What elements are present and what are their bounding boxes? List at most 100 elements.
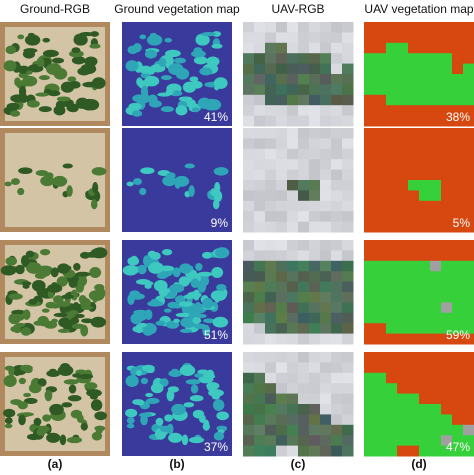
class-pixel bbox=[397, 445, 409, 457]
leaf bbox=[74, 313, 85, 319]
class-pixel bbox=[386, 84, 398, 96]
class-pixel bbox=[452, 53, 464, 65]
class-pixel bbox=[452, 271, 464, 283]
uav-pixel bbox=[254, 84, 266, 96]
class-pixel bbox=[463, 159, 474, 171]
class-pixel bbox=[397, 169, 409, 181]
class-pixel bbox=[386, 414, 398, 426]
leaf bbox=[28, 298, 38, 305]
class-pixel bbox=[441, 333, 453, 345]
class-pixel bbox=[419, 42, 431, 54]
class-pixel bbox=[441, 435, 453, 447]
uav-pixel bbox=[287, 42, 299, 54]
uav-pixel bbox=[331, 32, 343, 44]
leaf bbox=[8, 293, 23, 300]
uav-pixel bbox=[254, 362, 266, 374]
class-pixel bbox=[452, 372, 464, 384]
class-pixel bbox=[441, 115, 453, 127]
ground-cover-label: 41% bbox=[203, 110, 228, 124]
uav-pixel bbox=[342, 372, 354, 384]
uav-pixel bbox=[342, 404, 354, 415]
uav-pixel bbox=[342, 200, 354, 212]
uav-pixel bbox=[265, 84, 277, 96]
leaf bbox=[68, 384, 77, 394]
leaf bbox=[4, 417, 13, 425]
uav-pixel bbox=[254, 260, 266, 272]
leaf-mask bbox=[133, 309, 148, 315]
uav-pixel bbox=[276, 169, 288, 181]
uav-pixel bbox=[243, 281, 255, 293]
leaf-mask bbox=[179, 364, 196, 376]
class-pixel bbox=[441, 148, 453, 160]
leaf-mask bbox=[193, 47, 203, 54]
class-pixel bbox=[463, 333, 474, 345]
class-pixel bbox=[430, 169, 442, 181]
class-pixel bbox=[386, 74, 398, 85]
class-pixel bbox=[419, 302, 431, 314]
leaf-mask bbox=[160, 425, 172, 433]
class-pixel bbox=[386, 211, 398, 223]
uav-pixel bbox=[320, 138, 332, 150]
leaf-mask bbox=[149, 100, 162, 108]
leaf-mask bbox=[160, 106, 174, 113]
uav-pixel bbox=[298, 115, 310, 127]
leaf-mask bbox=[153, 279, 168, 292]
uav-pixel bbox=[243, 445, 255, 457]
uav-pixel bbox=[243, 128, 255, 139]
class-pixel bbox=[375, 250, 387, 262]
uav-cover-label: 59% bbox=[445, 328, 470, 342]
class-pixel bbox=[452, 115, 464, 127]
uav-pixel bbox=[265, 42, 277, 54]
uav-pixel bbox=[331, 138, 343, 150]
leaf bbox=[53, 312, 70, 318]
class-pixel bbox=[419, 404, 431, 415]
leaf-mask bbox=[206, 56, 220, 67]
leaf-mask bbox=[181, 434, 189, 446]
leaf-mask bbox=[135, 369, 142, 377]
class-pixel bbox=[375, 221, 387, 233]
class-pixel bbox=[430, 323, 442, 335]
uav-pixel bbox=[254, 250, 266, 262]
class-pixel bbox=[452, 404, 464, 415]
class-pixel bbox=[441, 32, 453, 44]
class-pixel bbox=[419, 32, 431, 44]
class-pixel bbox=[397, 63, 409, 75]
uav-pixel bbox=[254, 53, 266, 65]
uav-pixel bbox=[265, 32, 277, 44]
uav-pixel bbox=[309, 211, 321, 223]
class-pixel bbox=[441, 414, 453, 426]
class-pixel bbox=[419, 372, 431, 384]
class-pixel bbox=[408, 84, 420, 96]
uav-pixel bbox=[287, 105, 299, 117]
leaf-mask bbox=[195, 301, 202, 309]
leaf-mask bbox=[211, 394, 221, 400]
leaf bbox=[75, 271, 91, 277]
class-pixel bbox=[452, 302, 464, 314]
uav-pixel bbox=[243, 32, 255, 44]
uav-pixel bbox=[342, 22, 354, 33]
class-pixel bbox=[386, 292, 398, 303]
class-pixel bbox=[441, 190, 453, 202]
class-pixel bbox=[364, 281, 376, 293]
leaf bbox=[33, 417, 42, 426]
class-pixel bbox=[430, 404, 442, 415]
class-pixel bbox=[408, 148, 420, 160]
class-pixel bbox=[397, 138, 409, 150]
uav-pixel bbox=[276, 190, 288, 202]
class-pixel bbox=[441, 404, 453, 415]
class-pixel bbox=[375, 383, 387, 395]
class-pixel bbox=[452, 260, 464, 272]
class-pixel bbox=[408, 362, 420, 374]
class-pixel bbox=[364, 138, 376, 150]
class-pixel bbox=[408, 383, 420, 395]
uav-pixel bbox=[254, 414, 266, 426]
uav-pixel bbox=[320, 260, 332, 272]
class-pixel bbox=[397, 271, 409, 283]
leaf-mask bbox=[126, 181, 134, 187]
class-pixel bbox=[397, 190, 409, 202]
leaf-mask bbox=[127, 256, 140, 266]
leaf bbox=[57, 364, 74, 376]
uav-pixel bbox=[243, 250, 255, 262]
uav-pixel bbox=[320, 352, 332, 363]
uav-pixel bbox=[243, 240, 255, 251]
